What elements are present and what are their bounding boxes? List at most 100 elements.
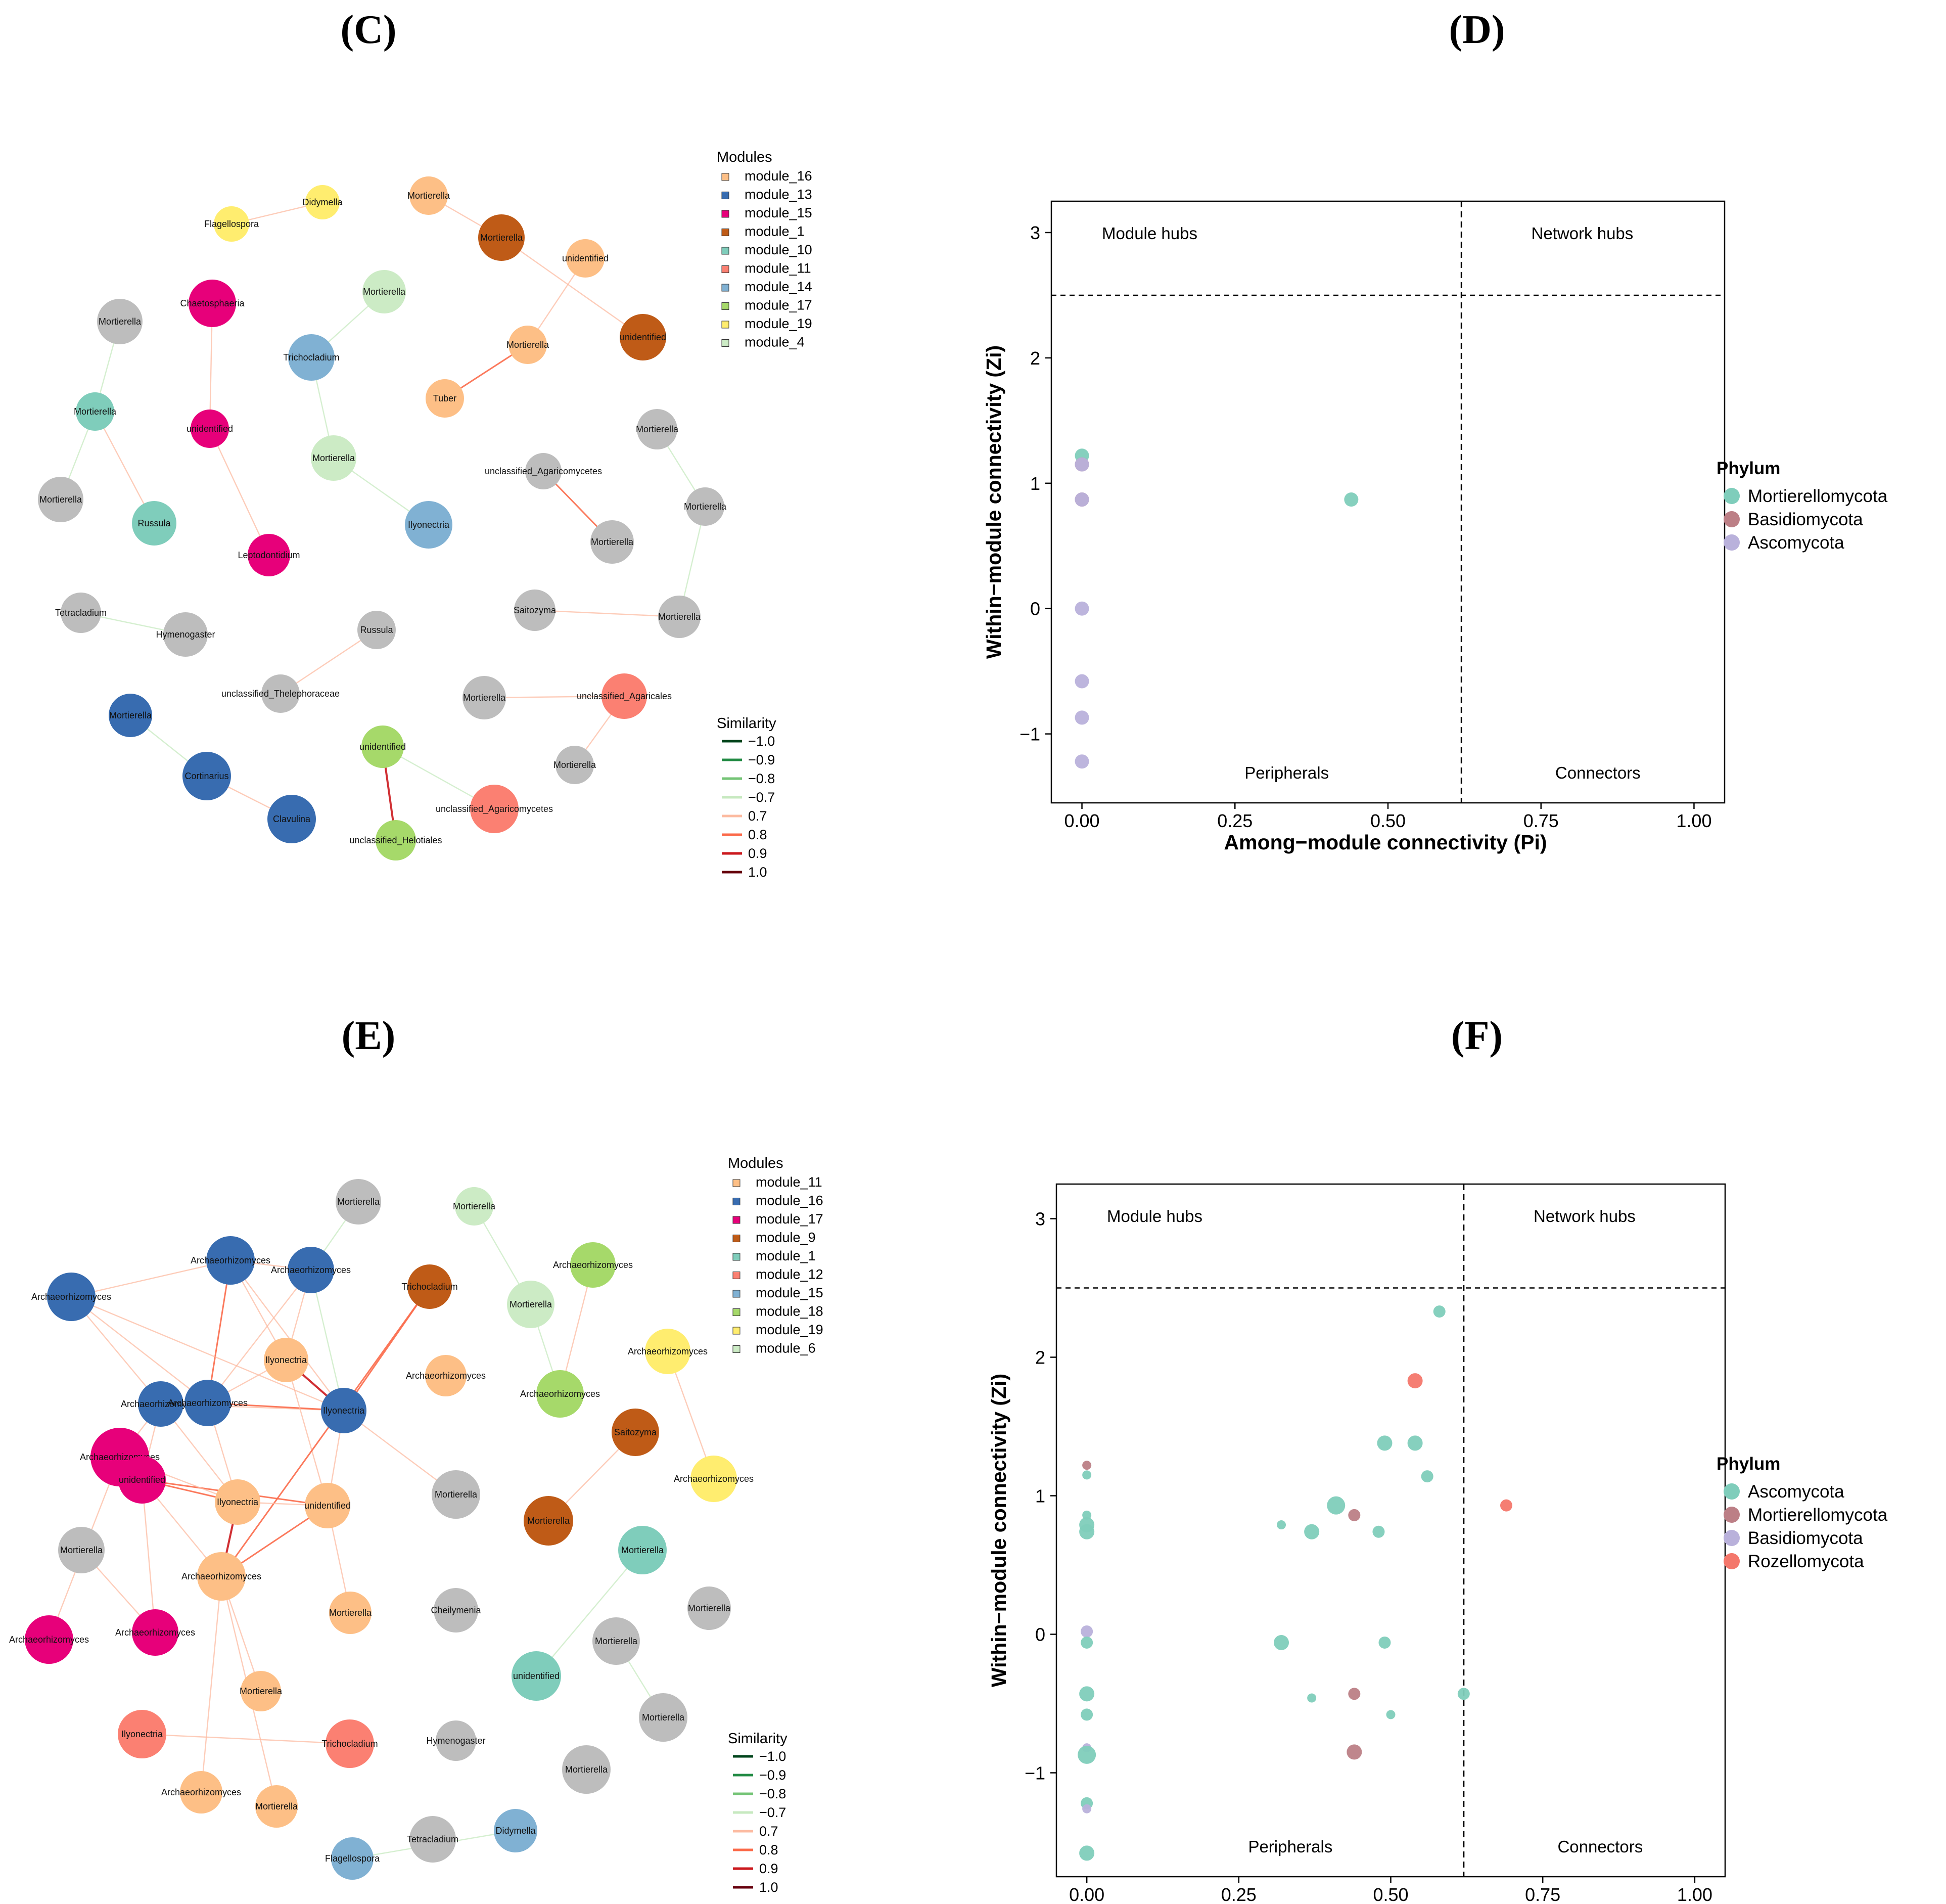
- node-label: Mortierella: [74, 406, 117, 417]
- legend-swatch: [721, 339, 729, 347]
- similarity-item-label: −1.0: [759, 1749, 786, 1764]
- legend-swatch: [721, 192, 729, 199]
- network-node: [507, 1281, 554, 1328]
- network-node: [426, 379, 464, 418]
- quadrant-label-network-hubs: Network hubs: [1534, 1207, 1636, 1226]
- data-point: [1344, 492, 1359, 507]
- data-point: [1407, 1373, 1423, 1389]
- legend-item-label: module_1: [745, 224, 805, 239]
- quadrant-label-network-hubs: Network hubs: [1532, 224, 1634, 243]
- legend-swatch: [732, 1253, 740, 1261]
- legend-swatch: [721, 284, 729, 292]
- data-point: [1372, 1525, 1385, 1538]
- network-node: [311, 435, 356, 481]
- legend-item-label: module_19: [756, 1322, 823, 1337]
- legend-item-label: module_19: [745, 316, 812, 331]
- network-node: [620, 314, 666, 360]
- network-node: [432, 1470, 480, 1519]
- data-point: [1386, 1710, 1396, 1719]
- x-tick-label: 0.25: [1217, 810, 1253, 831]
- network-node: [261, 674, 300, 713]
- network-node: [618, 1526, 667, 1574]
- node-label: Trichocladium: [321, 1739, 378, 1749]
- network-node: [562, 1745, 611, 1794]
- node-label: unidentified: [359, 742, 406, 752]
- panel-label-e: (E): [342, 1014, 396, 1058]
- y-axis-title: Within−module connectivity (Zi): [987, 1374, 1010, 1687]
- node-label: Archaeorhizomyces: [271, 1265, 351, 1275]
- node-label: unidentified: [304, 1501, 351, 1511]
- data-point: [1078, 1745, 1096, 1764]
- network-node: [132, 1609, 178, 1656]
- network-node: [592, 1617, 640, 1665]
- network-node: [525, 453, 562, 489]
- similarity-legend-title: Similarity: [728, 1731, 787, 1747]
- network-node: [361, 726, 404, 768]
- node-label: Mortierella: [109, 710, 152, 720]
- legend-item-label: module_14: [745, 279, 812, 294]
- network-node: [331, 1837, 374, 1880]
- node-label: Trichocladium: [283, 352, 339, 362]
- y-tick-label: 2: [1030, 348, 1040, 369]
- y-tick-label: 3: [1030, 222, 1040, 243]
- node-label: Archaeorhizomyces: [406, 1371, 486, 1381]
- legend-item-label: module_4: [745, 335, 805, 350]
- network-edge: [285, 1359, 329, 1506]
- network-node: [639, 1693, 687, 1742]
- phylum-legend-label: Ascomycota: [1748, 533, 1844, 553]
- data-point: [1347, 1744, 1362, 1760]
- network-node: [536, 1370, 584, 1418]
- network-node: [248, 534, 290, 576]
- network-node: [189, 280, 236, 327]
- network-node: [570, 1242, 616, 1288]
- network-node: [645, 1329, 690, 1374]
- legend-item-label: module_18: [756, 1304, 823, 1319]
- x-tick-label: 0.25: [1221, 1884, 1257, 1904]
- node-label: Russula: [137, 518, 171, 528]
- node-label: Archaeorhizomyces: [168, 1398, 248, 1408]
- network-edge: [220, 1286, 431, 1577]
- legend-item-label: module_12: [756, 1267, 823, 1282]
- node-label: Mortierella: [329, 1608, 372, 1618]
- similarity-item-label: 0.9: [759, 1861, 778, 1876]
- data-point: [1433, 1305, 1446, 1318]
- node-label: Saitozyma: [514, 605, 557, 615]
- legend-swatch: [721, 247, 729, 255]
- legend-item-label: module_16: [756, 1193, 823, 1208]
- node-label: Leptodontidium: [238, 550, 300, 560]
- node-label: Ilyonectria: [323, 1406, 365, 1416]
- network-node: [478, 214, 525, 261]
- similarity-legend: Similarity −1.0 −0.9 −0.8 −0.7 0.7 0.8 0.9 1.0: [717, 715, 776, 880]
- network-node: [191, 410, 229, 448]
- node-label: Mortierella: [312, 453, 355, 463]
- network-node: [47, 1273, 96, 1321]
- similarity-item-label: 0.8: [748, 827, 767, 842]
- y-tick-label: 2: [1035, 1347, 1045, 1368]
- data-point: [1348, 1509, 1361, 1521]
- panel-label-c: (C): [340, 8, 396, 52]
- node-label: unclassified_Thelephoraceae: [221, 689, 340, 699]
- node-label: Mortierella: [565, 1764, 608, 1775]
- network-node: [590, 520, 634, 564]
- network-edge: [501, 237, 643, 338]
- network-node: [637, 409, 677, 449]
- legend-swatch: [732, 1308, 740, 1316]
- similarity-item-label: 0.8: [759, 1842, 778, 1857]
- data-point: [1348, 1688, 1361, 1700]
- network-node: [601, 673, 647, 719]
- node-label: Saitozyma: [614, 1427, 657, 1437]
- node-label: Cheilymenia: [431, 1605, 481, 1615]
- node-label: Archaeorhizomyces: [181, 1571, 261, 1581]
- node-label: unidentified: [562, 253, 609, 263]
- node-label: Mortierella: [463, 693, 506, 703]
- node-label: Archaeorhizomyces: [115, 1627, 195, 1638]
- phylum-legend-swatch: [1724, 534, 1740, 551]
- y-tick-label: −1: [1025, 1763, 1045, 1784]
- data-point: [1421, 1470, 1433, 1483]
- node-label: unidentified: [513, 1671, 560, 1681]
- node-label: Mortierella: [506, 340, 549, 350]
- network-edge: [71, 1259, 231, 1298]
- legend-item-label: module_6: [756, 1341, 816, 1356]
